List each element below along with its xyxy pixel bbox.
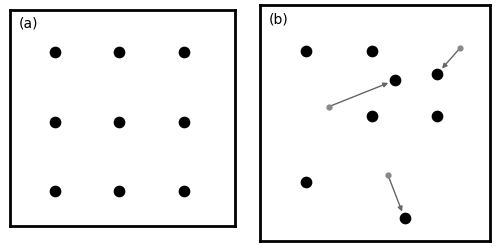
- Point: [400, 216, 408, 220]
- Point: [456, 46, 464, 49]
- Point: [384, 173, 392, 177]
- Point: [434, 114, 442, 118]
- Point: [368, 114, 376, 118]
- Point: [180, 50, 188, 54]
- Text: (b): (b): [269, 12, 289, 26]
- Text: (a): (a): [19, 16, 38, 30]
- Point: [116, 50, 124, 54]
- Point: [116, 120, 124, 123]
- Point: [325, 105, 333, 108]
- Point: [180, 189, 188, 193]
- Point: [434, 72, 442, 76]
- Point: [51, 189, 59, 193]
- Point: [390, 78, 398, 82]
- Point: [180, 120, 188, 123]
- Point: [51, 120, 59, 123]
- Point: [302, 49, 310, 53]
- Point: [302, 180, 310, 184]
- Point: [368, 49, 376, 53]
- Point: [51, 50, 59, 54]
- Point: [116, 189, 124, 193]
